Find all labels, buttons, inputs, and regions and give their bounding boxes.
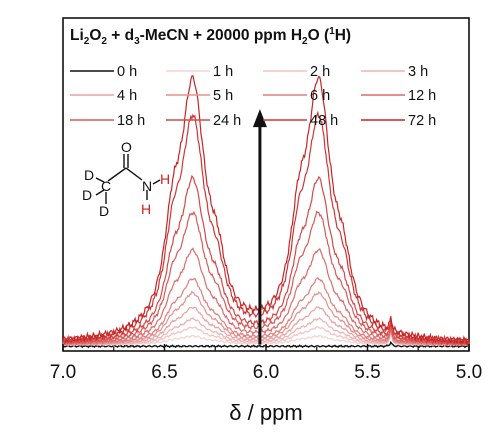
chart-title: Li2O2 + d3-MeCN + 20000 ppm H2O (1H) xyxy=(70,26,351,47)
legend-label: 48 h xyxy=(310,113,338,129)
legend-label: 1 h xyxy=(213,64,233,80)
time-arrow xyxy=(252,109,267,345)
atom-d2: D xyxy=(82,187,92,203)
atom-h2: H xyxy=(141,201,151,217)
x-axis-ticks: 7.0 6.5 6.0 5.5 5.0 xyxy=(50,344,482,383)
bond-c-d2 xyxy=(95,189,105,196)
atom-n: N xyxy=(142,178,152,194)
atom-o: O xyxy=(121,139,132,155)
spectrum-line-18h xyxy=(62,210,470,347)
bond-n-h1 xyxy=(152,179,161,185)
legend-label: 72 h xyxy=(408,113,436,129)
spectrum-line-72h xyxy=(62,75,470,347)
legend-label: 0 h xyxy=(117,64,137,80)
legend-label: 24 h xyxy=(213,113,241,129)
x-tick-label: 6.0 xyxy=(253,362,279,383)
spectra-group xyxy=(62,75,470,349)
bond-c-d1 xyxy=(95,177,105,183)
legend-label: 6 h xyxy=(310,88,330,104)
x-tick-label: 6.5 xyxy=(151,362,177,383)
x-tick-label: 7.0 xyxy=(50,362,76,383)
legend-label: 12 h xyxy=(408,88,436,104)
x-tick-label: 5.0 xyxy=(456,362,482,383)
bond-c-carbonyl xyxy=(107,167,127,182)
bond-carbonyl-n xyxy=(125,167,143,181)
atom-h1: H xyxy=(160,171,170,187)
legend-label: 18 h xyxy=(117,113,145,129)
x-tick-label: 5.5 xyxy=(354,362,380,383)
atom-d1: D xyxy=(84,167,94,183)
legend-label: 5 h xyxy=(213,88,233,104)
atom-d3: D xyxy=(99,203,109,219)
x-axis-title: δ / ppm xyxy=(229,400,302,425)
legend: 0 h 1 h 2 h 3 h 4 h 5 h 6 h 12 h 18 h 24 h 48 h 72 … xyxy=(70,64,436,129)
spectrum-line-6h xyxy=(62,276,470,347)
legend-label: 3 h xyxy=(408,64,428,80)
acetamide-d3-structure: O D C D D N H H xyxy=(82,139,170,219)
legend-label: 4 h xyxy=(117,88,137,104)
atom-c: C xyxy=(101,178,111,194)
arrow-head xyxy=(252,109,267,128)
legend-label: 2 h xyxy=(310,64,330,80)
spectrum-line-24h xyxy=(62,174,470,347)
